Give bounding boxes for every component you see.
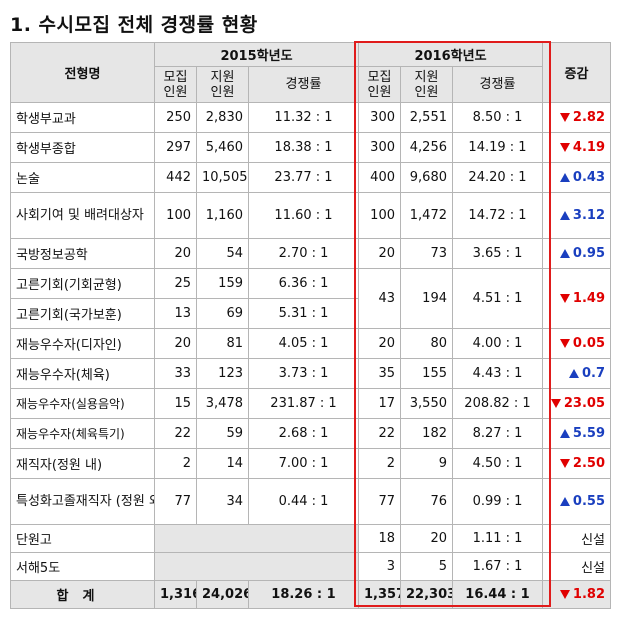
triangle-down-icon — [559, 113, 570, 122]
change-cell: 5.59 — [542, 418, 611, 449]
page-title: 1. 수시모집 전체 경쟁률 현황 — [10, 14, 258, 36]
competition-rate-table: 전형명 2015학년도 2016학년도 증감 모집 인원 지원 인원 경쟁률 모집 인… — [10, 42, 611, 609]
empty-2015-cell — [154, 524, 359, 553]
change-cell: 0.05 — [542, 328, 611, 359]
table-row: 고른기회(국가보훈) 13 69 5.31 : 1 — [10, 298, 611, 329]
triangle-up-icon — [559, 173, 570, 182]
triangle-up-icon — [559, 497, 570, 506]
table-row: 재능우수자(체육특기) 22 59 2.68 : 1 22 182 8.27 :… — [10, 418, 611, 449]
header-recruit-2015: 모집 인원 — [154, 66, 197, 103]
triangle-up-icon — [559, 429, 570, 438]
triangle-up-icon — [559, 211, 570, 220]
header-apply-2016: 지원 인원 — [400, 66, 453, 103]
table-row: 재능우수자(디자인) 20 81 4.05 : 1 20 80 4.00 : 1… — [10, 328, 611, 359]
change-cell: 0.43 — [542, 162, 611, 193]
table-row: 단원고 18 20 1.11 : 1 신설 — [10, 524, 611, 553]
header-2015: 2015학년도 — [154, 42, 359, 67]
triangle-up-icon — [568, 369, 579, 378]
header-rate-2015: 경쟁률 — [248, 66, 359, 103]
table-row: 특성화고졸재직자 (정원 외) 77 34 0.44 : 1 77 76 0.9… — [10, 478, 611, 525]
triangle-down-icon — [559, 143, 570, 152]
triangle-down-icon — [550, 399, 561, 408]
table-row: 학생부종합 297 5,460 18.38 : 1 300 4,256 14.1… — [10, 132, 611, 163]
table-row: 국방정보공학 20 54 2.70 : 1 20 73 3.65 : 1 0.9… — [10, 238, 611, 269]
total-change-cell: 1.82 — [542, 580, 611, 609]
header-recruit-2016: 모집 인원 — [358, 66, 401, 103]
change-cell: 4.19 — [542, 132, 611, 163]
header-change: 증감 — [542, 42, 611, 103]
total-row: 합계 1,316 24,026 18.26 : 1 1,357 22,303 1… — [10, 580, 611, 609]
table-row: 논술 442 10,505 23.77 : 1 400 9,680 24.20 … — [10, 162, 611, 193]
change-cell: 2.50 — [542, 448, 611, 479]
change-cell: 2.82 — [542, 102, 611, 133]
table-row: 사회기여 및 배려대상자 100 1,160 11.60 : 1 100 1,4… — [10, 192, 611, 239]
header-apply-2015: 지원 인원 — [196, 66, 249, 103]
triangle-down-icon — [559, 459, 570, 468]
change-cell: 0.7 — [542, 358, 611, 389]
triangle-down-icon — [559, 339, 570, 348]
merged-rate-2016: 4.51 : 1 — [452, 268, 543, 329]
table-row: 고른기회(기회균형) 25 159 6.36 : 1 43 194 4.51 :… — [10, 268, 611, 329]
table-row: 재직자(정원 내) 2 14 7.00 : 1 2 9 4.50 : 1 2.5… — [10, 448, 611, 479]
table-row: 서해5도 3 5 1.67 : 1 신설 — [10, 552, 611, 581]
header-2016: 2016학년도 — [358, 42, 543, 67]
table-row: 재능우수자(체육) 33 123 3.73 : 1 35 155 4.43 : … — [10, 358, 611, 389]
change-cell: 0.55 — [542, 478, 611, 525]
merged-change-cell: 1.49 — [542, 268, 611, 329]
table-row: 재능우수자(실용음악) 15 3,478 231.87 : 1 17 3,550… — [10, 388, 611, 419]
header-rate-2016: 경쟁률 — [452, 66, 543, 103]
merged-recruit-2016: 43 — [358, 268, 401, 329]
triangle-down-icon — [559, 294, 570, 303]
change-cell: 0.95 — [542, 238, 611, 269]
change-cell: 3.12 — [542, 192, 611, 239]
triangle-up-icon — [559, 249, 570, 258]
header-type: 전형명 — [10, 42, 155, 103]
empty-2015-cell — [154, 552, 359, 581]
table-row: 학생부교과 250 2,830 11.32 : 1 300 2,551 8.50… — [10, 102, 611, 133]
merged-apply-2016: 194 — [400, 268, 453, 329]
triangle-down-icon — [559, 590, 570, 599]
change-cell: 23.05 — [542, 388, 611, 419]
